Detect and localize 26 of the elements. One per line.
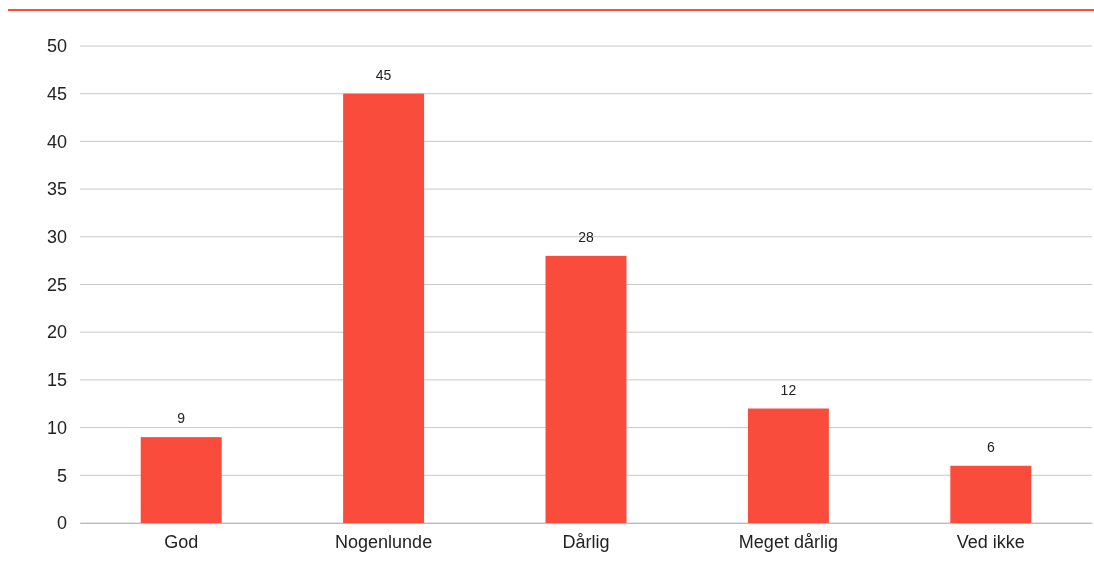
data-label: 28 (578, 228, 594, 245)
bar (950, 465, 1032, 523)
y-tick-label: 25 (46, 274, 67, 295)
data-label: 6 (986, 438, 995, 455)
y-tick-label: 20 (46, 322, 67, 343)
y-tick-label: 15 (46, 370, 67, 391)
bar (747, 408, 829, 523)
y-tick-label: 40 (46, 131, 67, 152)
bar (140, 437, 222, 523)
x-tick-label: Meget dårlig (738, 531, 838, 552)
x-tick-label: Ved ikke (956, 531, 1025, 552)
bar (343, 93, 425, 523)
bar (545, 255, 627, 523)
y-tick-label: 45 (46, 83, 67, 104)
y-tick-label: 30 (46, 227, 67, 248)
data-label: 12 (780, 381, 797, 398)
y-tick-label: 5 (56, 465, 67, 486)
y-tick-label: 35 (46, 179, 67, 200)
x-tick-label: God (164, 531, 199, 552)
data-label: 9 (177, 410, 186, 427)
y-tick-label: 50 (46, 36, 67, 57)
x-tick-label: Nogenlunde (335, 531, 433, 552)
data-label: 45 (375, 66, 392, 83)
y-tick-label: 10 (46, 417, 67, 438)
x-tick-label: Dårlig (562, 531, 610, 552)
y-tick-label: 0 (56, 513, 67, 534)
